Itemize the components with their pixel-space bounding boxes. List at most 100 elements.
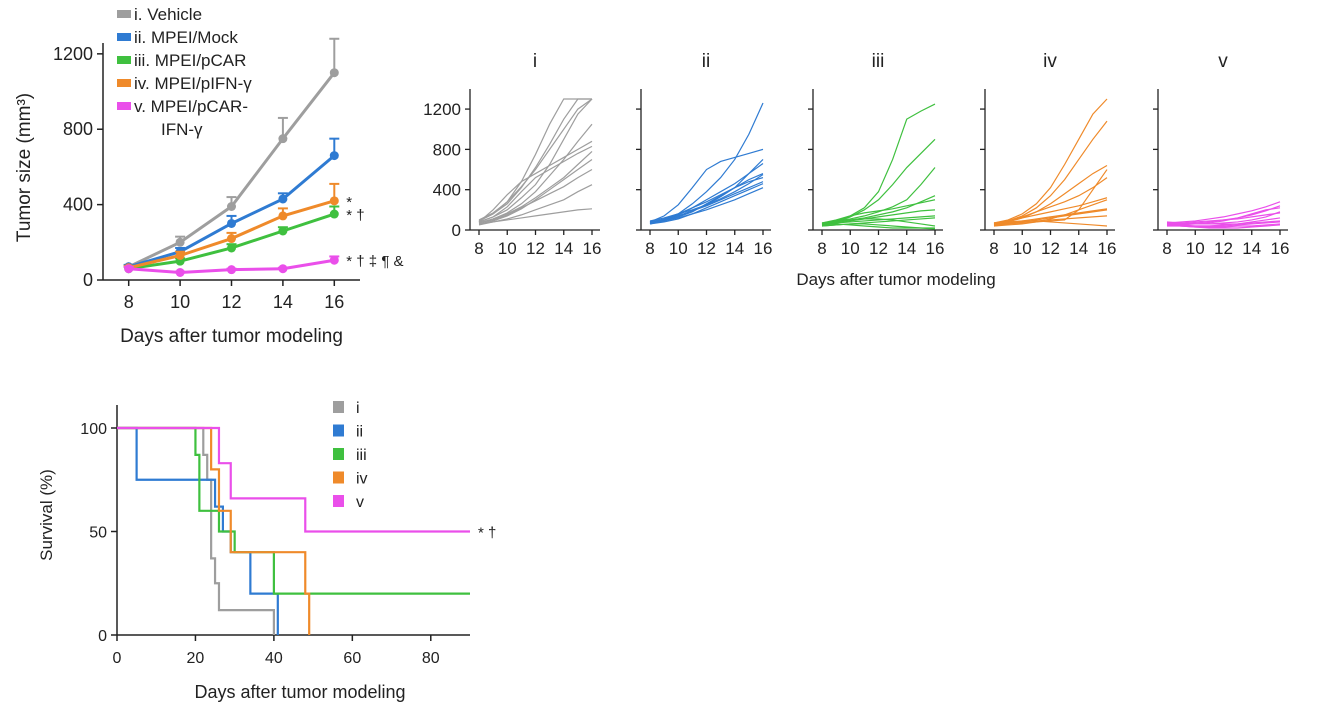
individual-curve-v <box>1166 201 1281 224</box>
individual-curve-ii <box>649 159 764 223</box>
individual-curve-iii <box>821 199 936 224</box>
individual-curve-v <box>1167 211 1281 226</box>
legend-label-iv: iv <box>356 471 368 488</box>
survival-curve-v <box>117 426 470 533</box>
survival-curve-i <box>117 426 275 635</box>
x-axis-label: Days after tumor modeling <box>194 682 405 702</box>
x-tick-label: 16 <box>1098 239 1117 258</box>
y-tick-label: 1200 <box>53 44 93 64</box>
panel-ii: ii 8 10 12 14 16 <box>636 51 772 258</box>
data-point-iv <box>278 211 288 221</box>
x-tick-label: 14 <box>554 239 573 258</box>
x-tick-label: 0 <box>113 650 122 667</box>
y-tick-label: 800 <box>433 140 461 159</box>
x-tick-label: 16 <box>1271 239 1290 258</box>
y-tick-label: 400 <box>433 181 461 200</box>
individual-curve-ii <box>649 148 764 223</box>
panel-iii: iii 8 10 12 14 16 <box>808 51 944 258</box>
y-axis-label: Survival (%) <box>37 469 56 561</box>
x-tick-label: 12 <box>221 292 241 312</box>
survival-curve-iii <box>117 426 470 595</box>
x-tick-label: 8 <box>1162 239 1171 258</box>
legend-swatch-iii <box>117 56 131 64</box>
significance-marker: * <box>346 194 352 211</box>
panel-title: ii <box>702 51 710 72</box>
x-tick-label: 10 <box>498 239 517 258</box>
x-tick-label: 12 <box>1041 239 1060 258</box>
y-tick-label: 0 <box>452 221 461 240</box>
legend-label-ii: ii. MPEI/Mock <box>134 28 238 47</box>
data-point-v <box>278 264 288 274</box>
x-tick-label: 8 <box>817 239 826 258</box>
individual-curve-i <box>478 208 593 225</box>
individual-curve-i <box>478 98 593 221</box>
data-point-ii <box>329 151 339 161</box>
data-point-i <box>227 202 236 211</box>
x-tick-label: 10 <box>1186 239 1205 258</box>
individual-curve-iii <box>821 167 936 224</box>
data-point-i <box>278 134 288 144</box>
data-point-iv <box>329 196 339 206</box>
individual-curve-ii <box>649 177 764 223</box>
individual-curve-i <box>478 98 592 222</box>
mean-tumor-growth-chart: 0 400 800 1200 8 10 12 14 16 Days after tumor mod… <box>14 5 404 347</box>
significance-marker: * † <box>478 525 496 542</box>
x-tick-label: 14 <box>1069 239 1088 258</box>
individual-curve-i <box>478 98 592 222</box>
x-tick-label: 16 <box>583 239 602 258</box>
individual-curve-i <box>478 158 593 225</box>
individual-curve-v <box>1166 224 1281 229</box>
data-point-ii <box>278 194 288 204</box>
survival-curve-ii <box>117 426 279 635</box>
x-tick-label: 8 <box>989 239 998 258</box>
y-tick-label: 400 <box>63 195 93 215</box>
y-tick-label: 1200 <box>423 100 461 119</box>
individual-curve-iii <box>821 218 936 227</box>
data-point-iii <box>329 209 339 219</box>
x-tick-label: 10 <box>841 239 860 258</box>
legend-label-v-line2: IFN-γ <box>161 120 203 139</box>
y-tick-label: 50 <box>89 525 107 542</box>
legend-label-iv: iv. MPEI/pIFN-γ <box>134 74 252 93</box>
legend-label-iii: iii. MPEI/pCAR <box>134 51 246 70</box>
significance-marker: * † ‡ ¶ & <box>346 253 403 270</box>
x-tick-label: 12 <box>1214 239 1233 258</box>
x-tick-label: 12 <box>869 239 888 258</box>
y-tick-label: 0 <box>98 628 107 645</box>
survival-curve-iv <box>117 426 311 635</box>
individual-curve-iv <box>993 197 1108 224</box>
data-point-iv <box>175 251 185 260</box>
legend-swatch-iv <box>333 471 344 484</box>
individual-curve-v <box>1166 212 1281 225</box>
individual-curve-iii <box>821 223 936 230</box>
panel-title: v <box>1218 51 1228 72</box>
individual-curve-i <box>478 150 593 224</box>
individual-curve-v <box>1166 207 1281 225</box>
panel-title: i <box>533 51 537 72</box>
x-axis-label: Days after tumor modeling <box>120 326 343 347</box>
data-point-v <box>227 265 236 275</box>
data-point-iv <box>227 234 236 244</box>
survival-chart: 0 50 100 0 20 40 60 80 Days after tumor modeling… <box>37 400 496 702</box>
x-tick-label: 10 <box>669 239 688 258</box>
individual-curve-ii <box>649 183 764 225</box>
legend-swatch-v <box>333 495 344 507</box>
data-point-i <box>175 237 185 247</box>
legend-swatch-iii <box>333 448 344 460</box>
individual-curve-iv <box>993 164 1108 226</box>
legend-swatch-i <box>333 401 344 413</box>
legend-label-v: v <box>356 494 364 511</box>
data-point-i <box>329 68 339 78</box>
data-point-v <box>175 267 185 277</box>
y-tick-label: 0 <box>83 270 93 290</box>
data-point-iii <box>278 226 288 236</box>
individual-curve-iv <box>993 120 1108 225</box>
y-tick-label: 800 <box>63 119 93 139</box>
legend-label-iii: iii <box>356 447 367 464</box>
x-tick-label: 14 <box>1242 239 1261 258</box>
individual-curve-iii <box>821 103 936 225</box>
x-tick-label: 14 <box>897 239 916 258</box>
legend-swatch-i <box>117 10 131 18</box>
x-tick-label: 14 <box>273 292 293 312</box>
legend-swatch-v <box>117 102 131 110</box>
